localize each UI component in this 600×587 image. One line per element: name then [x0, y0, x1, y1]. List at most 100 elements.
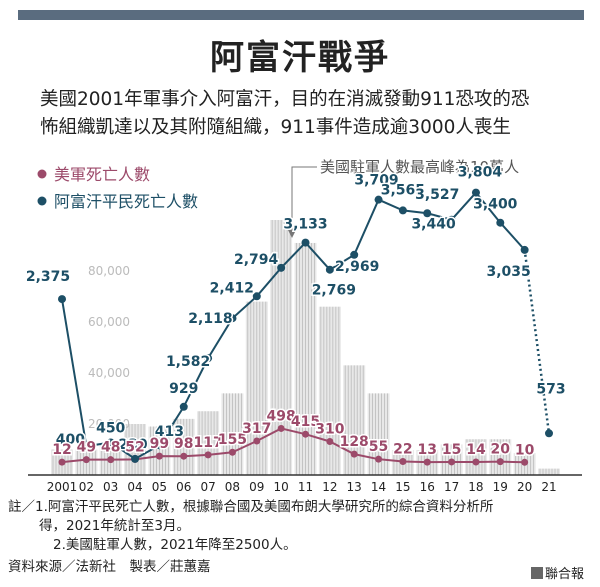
x-tick-label: 13: [347, 480, 362, 494]
us-deaths-label: 415: [291, 414, 320, 430]
civilian-deaths-point: [545, 429, 553, 438]
civilian-deaths-point: [252, 292, 261, 301]
civilian-deaths-label: 230: [118, 437, 147, 453]
us-deaths-label: 98: [174, 436, 193, 452]
x-tick-label: 04: [127, 480, 142, 494]
civilian-deaths-point: [374, 195, 383, 204]
civilian-deaths-point: [204, 354, 213, 363]
us-deaths-point: [521, 458, 529, 466]
us-deaths-point: [253, 437, 261, 445]
us-deaths-label: 99: [150, 436, 169, 452]
description-line-2: 怖組織凱達以及其附隨組織，911事件造成逾3000人喪生: [40, 117, 511, 138]
us-deaths-label: 15: [442, 442, 461, 458]
troop-tick-label: 60,000: [88, 315, 130, 329]
civilian-deaths-label: 3,527: [415, 187, 459, 203]
us-deaths-label: 55: [369, 439, 388, 455]
annotation-arrow: [288, 230, 296, 238]
x-tick-label: 10: [274, 480, 289, 494]
x-tick-label: 08: [225, 480, 240, 494]
civilian-deaths-point: [447, 215, 456, 224]
civilian-deaths-label: 413: [155, 424, 184, 440]
civilian-deaths-point: [277, 263, 286, 272]
civilian-deaths-label: 1,582: [166, 354, 210, 370]
legend: 美軍死亡人數 阿富汗平民死亡人數: [37, 165, 198, 211]
civilian-deaths-point: [496, 218, 505, 227]
description: 美國2001年軍事介入阿富汗，目的在消滅發動911恐攻的恐 怖組織凱達以及其附隨…: [40, 86, 585, 142]
us-deaths-label: 310: [315, 421, 344, 437]
us-deaths-label: 498: [267, 408, 296, 424]
us-deaths-label: 14: [466, 442, 486, 458]
us-deaths-label: 13: [418, 442, 437, 458]
x-tick-label: 20: [517, 480, 532, 494]
civilian-deaths-point: [179, 402, 188, 411]
civilian-deaths-point: [520, 245, 529, 254]
us-deaths-label: 49: [77, 440, 96, 456]
x-tick-label: 07: [200, 480, 215, 494]
brand: 聯合報: [530, 563, 584, 582]
x-tick-label: 06: [176, 480, 191, 494]
us-deaths-point: [472, 458, 480, 466]
x-tick-label: 02: [79, 480, 94, 494]
civilian-deaths-point: [155, 441, 164, 450]
x-tick-label: 18: [468, 480, 483, 494]
notes: 註／1.阿富汗平民死亡人數，根據聯合國及美國布朗大學研究所的綜合資料分析所 得，…: [8, 498, 600, 555]
us-deaths-point: [82, 456, 90, 464]
troop-axis-ticks: 20,000 40,000 60,000 80,000: [88, 264, 130, 431]
troop-tick-label: 40,000: [88, 366, 130, 380]
us-deaths-label: 10: [515, 442, 535, 458]
x-tick-label: 12: [322, 480, 337, 494]
us-deaths-point: [399, 457, 407, 465]
civilian-deaths-point: [423, 209, 432, 218]
x-tick-label: 15: [395, 480, 410, 494]
us-deaths-label: 12: [52, 442, 71, 458]
civilian-deaths-point: [398, 206, 407, 215]
us-deaths-point: [277, 424, 285, 432]
top-bar: [18, 10, 584, 20]
brand-logo-icon: [530, 566, 543, 579]
us-deaths-label: 52: [125, 439, 144, 455]
us-deaths-label: 117: [193, 435, 222, 451]
x-tick-label: 2001: [47, 480, 78, 494]
legend-us-label: 美軍死亡人數: [54, 165, 150, 184]
civilian-deaths-point: [350, 250, 359, 259]
civilian-deaths-label: 2,969: [335, 259, 379, 275]
civilian-deaths-point: [131, 454, 140, 463]
us-deaths-point: [496, 458, 504, 466]
civilian-deaths-label: 3,400: [473, 197, 518, 213]
us-deaths-point: [228, 448, 236, 456]
x-tick-labels: 2001 02 03 04 05 06 07 08 09 10 11 12 13 14 15 16 17 18 19…: [47, 480, 557, 494]
us-deaths-point: [448, 458, 456, 466]
us-deaths-label: 48: [101, 440, 120, 456]
page-title: 阿富汗戰爭: [210, 38, 390, 78]
note-1-cont: 得，2021年統計至3月。: [39, 518, 190, 534]
us-deaths-label: 20: [491, 442, 511, 458]
civilian-deaths-point: [325, 265, 334, 274]
legend-background: [30, 158, 270, 222]
us-deaths-point: [107, 456, 115, 464]
us-deaths-label: 128: [340, 434, 369, 450]
civilian-deaths-label: 2,794: [234, 252, 279, 268]
civilian-deaths-label: 450: [96, 420, 125, 436]
source-credit: 資料來源／法新社 製表／莊蕙嘉: [8, 559, 211, 575]
civilian-deaths-line: [61, 191, 526, 461]
civilian-deaths-point: [58, 295, 66, 304]
note-1: 註／1.阿富汗平民死亡人數，根據聯合國及美國布朗大學研究所的綜合資料分析所: [8, 499, 494, 515]
us-deaths-point: [423, 458, 431, 466]
chart: 20,000 40,000 60,000 80,000 美軍死亡人數 阿富汗平民死亡人…: [24, 158, 582, 494]
us-deaths-point: [204, 451, 212, 459]
legend-civ-marker: [37, 196, 47, 206]
us-deaths-point: [58, 458, 66, 466]
civilian-deaths-label: 3,804: [458, 165, 503, 181]
civilian-deaths-label: 929: [169, 381, 198, 397]
us-deaths-label: 22: [393, 441, 412, 457]
civilian-deaths-point: [228, 314, 237, 323]
civilian-deaths-label: 573: [536, 381, 565, 397]
legend-civ-label: 阿富汗平民死亡人數: [54, 192, 198, 211]
series-points: [58, 188, 553, 466]
x-tick-label: 17: [444, 480, 459, 494]
civilian-deaths-point: [301, 238, 310, 247]
annotation-text: 美國駐軍人數最高峰為10萬人: [320, 158, 519, 176]
troop-tick-label: 80,000: [88, 264, 130, 278]
x-tick-label: 16: [420, 480, 435, 494]
